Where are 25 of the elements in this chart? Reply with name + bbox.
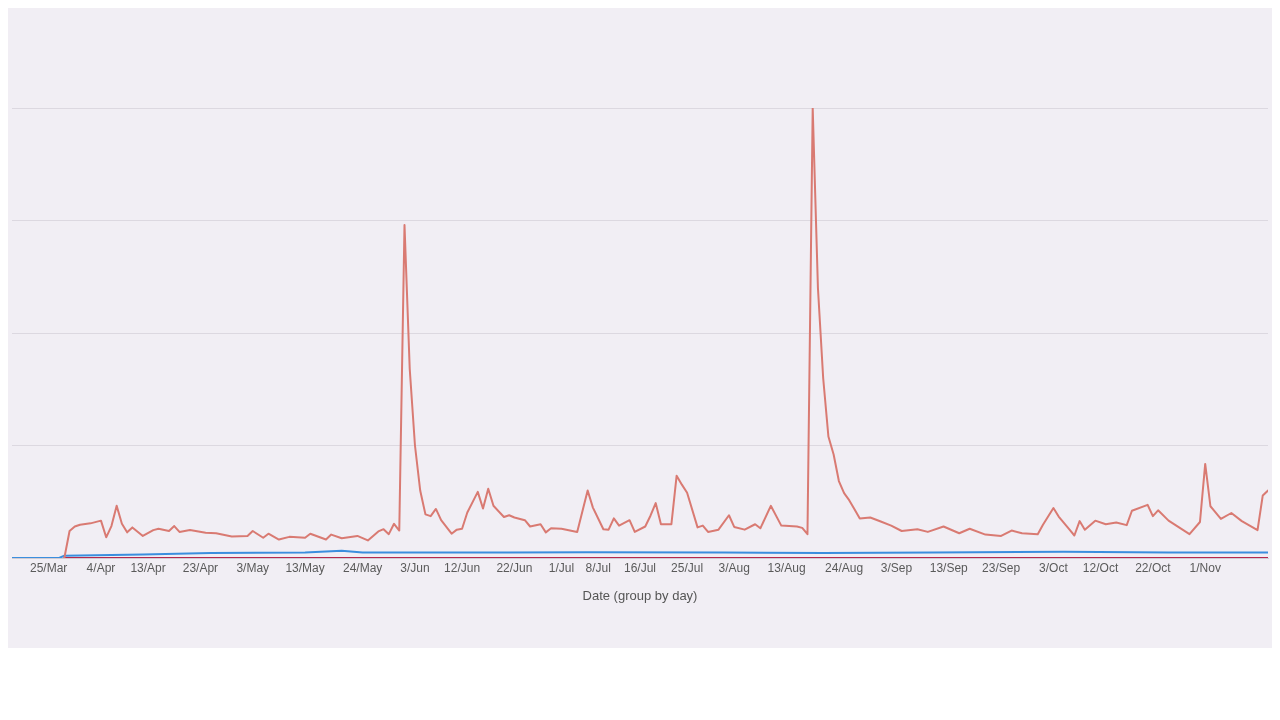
x-tick-label: 25/Jul bbox=[671, 560, 704, 575]
x-tick-label: 23/Sep bbox=[982, 560, 1021, 575]
x-tick-label: 4/Apr bbox=[86, 560, 116, 575]
x-axis-title: Date (group by day) bbox=[582, 587, 698, 603]
x-tick-label: 3/Sep bbox=[880, 560, 913, 575]
x-tick-label: 22/Jun bbox=[496, 560, 533, 575]
x-tick-label: 13/Apr bbox=[130, 560, 166, 575]
x-tick-label: 12/Jun bbox=[444, 560, 481, 575]
x-tick-label: 25/Mar bbox=[29, 560, 68, 575]
x-tick-label: 13/May bbox=[285, 560, 325, 575]
x-tick-label: 3/Oct bbox=[1039, 560, 1069, 575]
x-tick-label: 24/May bbox=[342, 560, 383, 575]
x-tick-label: 23/Apr bbox=[182, 560, 219, 575]
x-tick-label: 16/Jul bbox=[623, 560, 657, 575]
x-tick-label: 22/Oct bbox=[1135, 560, 1172, 575]
x-tick-label: 1/Nov bbox=[1189, 560, 1221, 575]
x-tick-label: 12/Oct bbox=[1082, 560, 1119, 575]
x-tick-label: 3/Jun bbox=[400, 560, 430, 575]
x-tick-label: 13/Aug bbox=[767, 560, 806, 575]
x-tick-label: 8/Jul bbox=[585, 560, 611, 575]
x-tick-label: 3/Aug bbox=[718, 560, 750, 575]
x-tick-label: 24/Aug bbox=[825, 560, 864, 575]
x-tick-label: 3/May bbox=[236, 560, 270, 575]
x-tick-label: 13/Sep bbox=[929, 560, 969, 575]
x-tick-label: 1/Jul bbox=[548, 560, 575, 575]
